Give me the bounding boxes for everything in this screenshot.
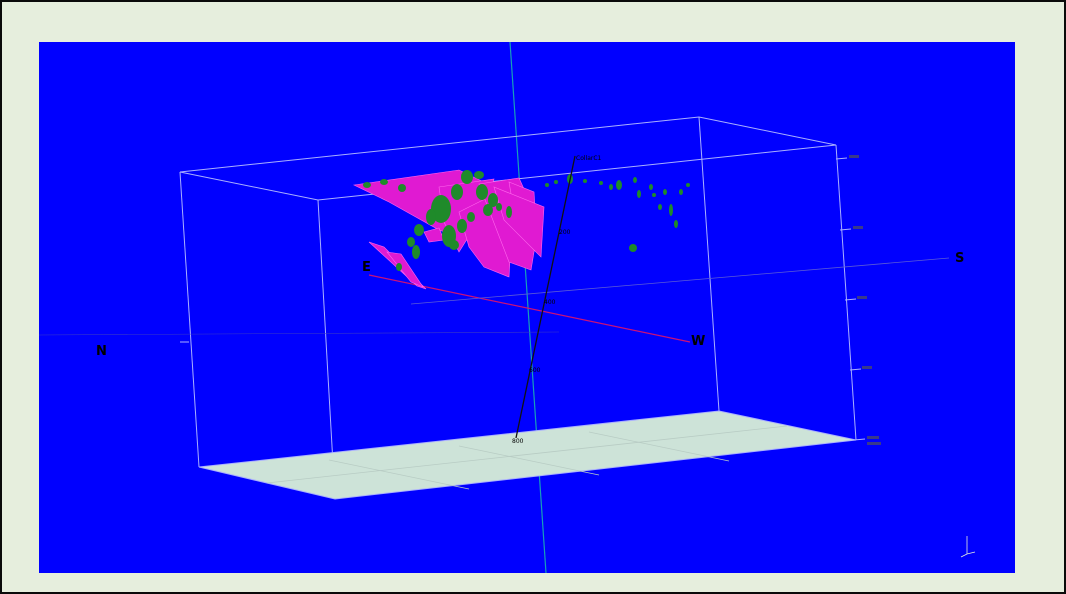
box-edge-front-left [179, 171, 200, 468]
west-label: W [691, 334, 705, 349]
east-label: E [362, 260, 371, 275]
depth-label-200: 200 [559, 229, 571, 236]
horizon-line [39, 331, 560, 336]
view-axis-line [509, 42, 547, 573]
depth-label-400: 400 [544, 299, 556, 306]
depth-label-600: 600 [529, 367, 541, 374]
south-label: S [955, 251, 964, 266]
3d-scene: N S E W [39, 42, 976, 573]
box-edge-back-left [317, 199, 336, 500]
floor-plane [198, 410, 857, 500]
collar-label: CollarC1 [576, 155, 602, 162]
3d-viewport[interactable]: N S E W [39, 42, 1015, 573]
axis-triad-icon [960, 536, 976, 558]
box-scale-labels [849, 155, 881, 445]
bounding-box [179, 116, 866, 500]
depth-label-800: 800 [512, 438, 524, 445]
drillhole-trace [515, 155, 576, 439]
north-south-line [410, 257, 950, 305]
box-edge-back-right [698, 116, 720, 412]
floor-grid [266, 425, 788, 490]
north-label: N [96, 344, 107, 359]
box-edge-front-right [835, 144, 857, 441]
sample-blobs [363, 170, 690, 271]
